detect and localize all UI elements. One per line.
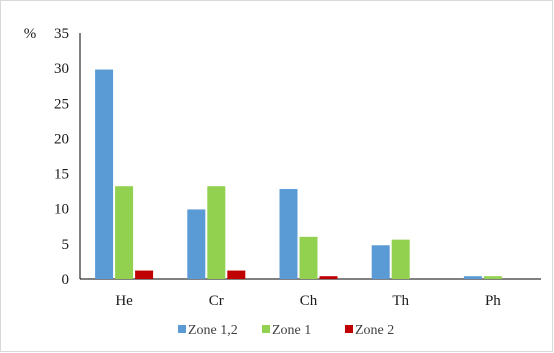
category-label: Cr [209, 293, 224, 309]
category-label: Th [392, 293, 409, 309]
bars [95, 69, 502, 279]
bar-ch-zone-2 [319, 276, 338, 279]
category-label: He [115, 293, 133, 309]
y-tick-label: 20 [54, 131, 69, 147]
bar-he-zone-1-2 [95, 69, 114, 279]
bar-ch-zone-1 [299, 236, 318, 279]
bar-ch-zone-1-2 [279, 189, 298, 279]
legend-swatch [262, 325, 270, 333]
y-tick-label: 30 [54, 61, 69, 77]
legend-swatch [345, 325, 353, 333]
bar-ph-zone-1 [483, 276, 502, 279]
y-tick-label: 10 [54, 202, 69, 218]
bar-he-zone-2 [135, 270, 154, 279]
y-tick-label: 25 [54, 96, 69, 112]
legend-label: Zone 2 [355, 323, 394, 338]
y-tick-label: 5 [62, 237, 70, 253]
bar-ph-zone-1-2 [463, 276, 482, 279]
y-tick-label: 0 [62, 272, 70, 288]
category-label: Ph [485, 293, 501, 309]
bar-th-zone-1-2 [371, 245, 390, 279]
category-labels: He Cr Ch Th Ph [115, 293, 501, 309]
legend-label: Zone 1 [272, 323, 311, 338]
legend-swatch [178, 325, 186, 333]
legend: Zone 1,2 Zone 1 Zone 2 [178, 323, 394, 338]
bar-th-zone-1 [391, 239, 410, 279]
y-axis-unit-label: % [24, 26, 37, 42]
y-axis-ticks: 0 5 10 15 20 25 30 35 [54, 26, 69, 288]
category-label: Ch [300, 293, 318, 309]
legend-label: Zone 1,2 [188, 323, 238, 338]
bar-he-zone-1 [115, 186, 134, 279]
bar-cr-zone-1 [207, 186, 226, 279]
y-tick-label: 35 [54, 26, 69, 42]
y-tick-label: 15 [54, 167, 69, 183]
bar-cr-zone-2 [227, 270, 246, 279]
bar-cr-zone-1-2 [187, 209, 206, 279]
